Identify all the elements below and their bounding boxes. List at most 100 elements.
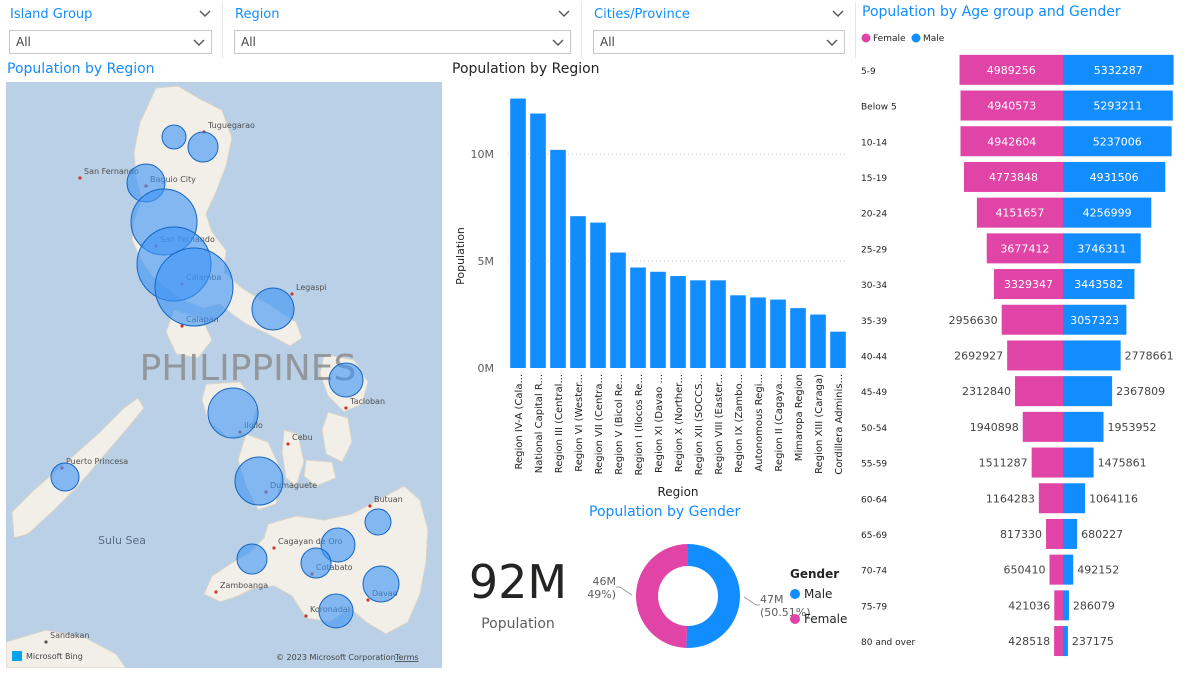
bar[interactable] xyxy=(610,252,626,368)
female-bar[interactable] xyxy=(976,197,1063,228)
region-bubble[interactable] xyxy=(50,462,80,492)
female-bar[interactable] xyxy=(960,90,1063,121)
bar[interactable] xyxy=(670,276,686,368)
bar[interactable] xyxy=(790,308,806,368)
region-bubble[interactable] xyxy=(207,387,259,439)
bar[interactable] xyxy=(750,297,766,368)
donut-slice-female[interactable] xyxy=(636,544,688,648)
female-bar[interactable] xyxy=(986,233,1063,264)
male-bar[interactable] xyxy=(1063,447,1094,478)
place-label: Tacloban xyxy=(349,397,385,406)
female-bar[interactable] xyxy=(959,54,1063,85)
male-bar[interactable] xyxy=(1063,590,1069,621)
female-bar[interactable] xyxy=(1046,518,1063,549)
male-bar[interactable] xyxy=(1063,90,1173,121)
bar[interactable] xyxy=(570,216,586,368)
female-bar[interactable] xyxy=(1007,340,1063,371)
region-bubble[interactable] xyxy=(161,124,187,150)
male-bar[interactable] xyxy=(1063,126,1172,157)
place-dot xyxy=(304,614,308,618)
island-group-value: All xyxy=(16,35,31,49)
chevron-down-icon xyxy=(193,39,205,46)
male-bar[interactable] xyxy=(1063,376,1113,407)
male-bar[interactable] xyxy=(1063,269,1135,300)
donut-slice-male[interactable] xyxy=(686,544,741,648)
bubble-map[interactable]: PHILIPPINES Sulu Sea Tuguegarao San Ferna… xyxy=(6,82,442,668)
female-bar[interactable] xyxy=(1038,483,1063,514)
male-bar[interactable] xyxy=(1063,233,1141,264)
male-bar[interactable] xyxy=(1063,411,1104,442)
region-bubble[interactable] xyxy=(328,362,364,398)
bar[interactable] xyxy=(770,299,786,368)
island-group-dropdown[interactable]: All xyxy=(9,30,212,54)
male-bar[interactable] xyxy=(1063,626,1068,657)
region-bubble[interactable] xyxy=(251,287,295,331)
female-value-label: 4773848 xyxy=(989,171,1038,184)
male-bar[interactable] xyxy=(1063,518,1078,549)
bar[interactable] xyxy=(590,222,606,368)
population-by-age-gender-chart[interactable]: Female Male 5-9 4989256 5332287 Below 5 49405… xyxy=(856,28,1198,670)
place-dot xyxy=(368,504,372,508)
region-bubble[interactable] xyxy=(154,247,234,327)
sea-label: Sulu Sea xyxy=(98,534,146,547)
map-terms-link[interactable]: Terms xyxy=(394,653,419,662)
age-group-label: 65-69 xyxy=(861,531,887,541)
male-bar[interactable] xyxy=(1063,54,1174,85)
bar[interactable] xyxy=(690,280,706,368)
age-group-label: 30-34 xyxy=(861,281,887,291)
donut-slices[interactable] xyxy=(636,544,741,648)
female-bar[interactable] xyxy=(1022,411,1063,442)
male-bar[interactable] xyxy=(1063,161,1166,192)
region-bubble[interactable] xyxy=(364,508,392,536)
female-value-label: 2312840 xyxy=(962,385,1011,398)
region-slicer: Region All xyxy=(225,2,582,58)
male-bar[interactable] xyxy=(1063,304,1127,335)
female-bar[interactable] xyxy=(1031,447,1063,478)
bar[interactable] xyxy=(710,280,726,368)
donut-legend: Male Female xyxy=(790,587,847,626)
region-bubble[interactable] xyxy=(187,131,219,163)
male-bar[interactable] xyxy=(1063,197,1152,228)
female-bar[interactable] xyxy=(963,161,1063,192)
male-bar[interactable] xyxy=(1063,483,1086,514)
female-bar[interactable] xyxy=(1015,376,1063,407)
chevron-down-icon[interactable] xyxy=(198,6,212,20)
bar[interactable] xyxy=(530,113,546,368)
bar[interactable] xyxy=(830,331,846,368)
bar-series[interactable] xyxy=(510,98,846,369)
female-bar[interactable] xyxy=(1054,590,1063,621)
region-bubble[interactable] xyxy=(320,527,356,563)
bar-category-label: Region XII (SOCCS... xyxy=(694,374,705,475)
male-bar[interactable] xyxy=(1063,340,1121,371)
chevron-down-icon[interactable] xyxy=(831,6,845,20)
place-dot xyxy=(214,590,218,594)
bar[interactable] xyxy=(510,98,526,369)
bar-category-label: Region III (Central... xyxy=(554,374,565,473)
region-bubble[interactable] xyxy=(236,543,268,575)
population-by-region-chart[interactable]: 0M 5M 10M Region IV-A (Cala... National Cap… xyxy=(448,80,854,504)
female-value-label: 1164283 xyxy=(986,492,1035,505)
bar[interactable] xyxy=(810,314,826,368)
bar[interactable] xyxy=(550,149,566,368)
female-bar[interactable] xyxy=(1054,626,1063,657)
population-by-gender-donut[interactable]: 47M(50.51%) 46M(49.49%) Gender Male Female xyxy=(588,528,852,666)
male-bar[interactable] xyxy=(1063,554,1074,585)
chevron-down-icon[interactable] xyxy=(557,6,571,20)
bar[interactable] xyxy=(730,295,746,368)
region-bubble[interactable] xyxy=(362,565,400,603)
region-bubble[interactable] xyxy=(234,456,284,506)
pyramid-rows[interactable]: 5-9 4989256 5332287 Below 5 4940573 5293211 10… xyxy=(861,54,1174,657)
region-bubble[interactable] xyxy=(318,593,354,629)
region-bubbles[interactable] xyxy=(50,124,400,629)
bar[interactable] xyxy=(650,271,666,368)
place-label: Cebu xyxy=(292,433,313,442)
bar[interactable] xyxy=(630,267,646,368)
cities-province-dropdown[interactable]: All xyxy=(593,30,845,54)
female-bar[interactable] xyxy=(993,269,1063,300)
map-canvas[interactable]: PHILIPPINES Sulu Sea Tuguegarao San Ferna… xyxy=(6,82,442,668)
female-bar[interactable] xyxy=(1049,554,1063,585)
female-bar[interactable] xyxy=(960,126,1063,157)
female-bar[interactable] xyxy=(1001,304,1063,335)
region-bubble[interactable] xyxy=(300,547,332,579)
region-dropdown[interactable]: All xyxy=(234,30,571,54)
